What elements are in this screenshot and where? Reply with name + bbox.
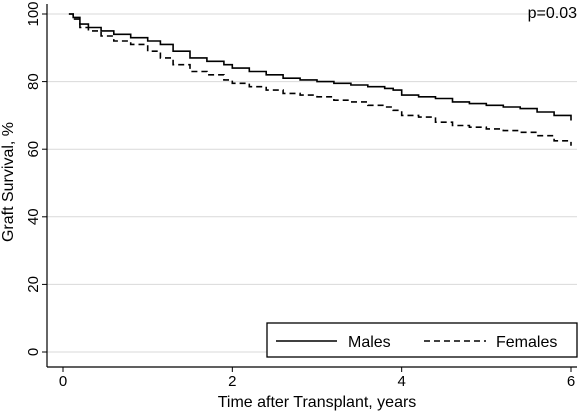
- y-tick-label-100: 100: [25, 1, 42, 26]
- x-tick-label-4: 4: [397, 373, 405, 390]
- x-tick-label-2: 2: [228, 373, 236, 390]
- y-tick-label-60: 60: [25, 141, 42, 158]
- series-line-females: [68, 13, 572, 146]
- x-tick-label-6: 6: [567, 373, 575, 390]
- y-tick-label-80: 80: [25, 73, 42, 90]
- x-tick-label-0: 0: [59, 373, 67, 390]
- y-tick-label-40: 40: [25, 208, 42, 225]
- x-axis-ticks: 0 2 4 6: [59, 367, 575, 390]
- y-axis-label: Graft Survival, %: [0, 122, 17, 242]
- y-tick-label-20: 20: [25, 276, 42, 293]
- y-tick-label-0: 0: [25, 348, 42, 356]
- legend: Males Females: [266, 322, 578, 358]
- p-value-annotation: p=0.03: [528, 5, 577, 22]
- series-line-males: [68, 13, 572, 121]
- axes: [46, 4, 577, 368]
- legend-box: [266, 322, 578, 358]
- y-axis-ticks: 0 20 40 60 80 100: [25, 1, 47, 356]
- grid-lines: [47, 13, 577, 353]
- legend-label-females: Females: [496, 334, 557, 351]
- series-lines: [68, 13, 572, 146]
- x-axis-label: Time after Transplant, years: [218, 394, 417, 411]
- legend-label-males: Males: [348, 334, 391, 351]
